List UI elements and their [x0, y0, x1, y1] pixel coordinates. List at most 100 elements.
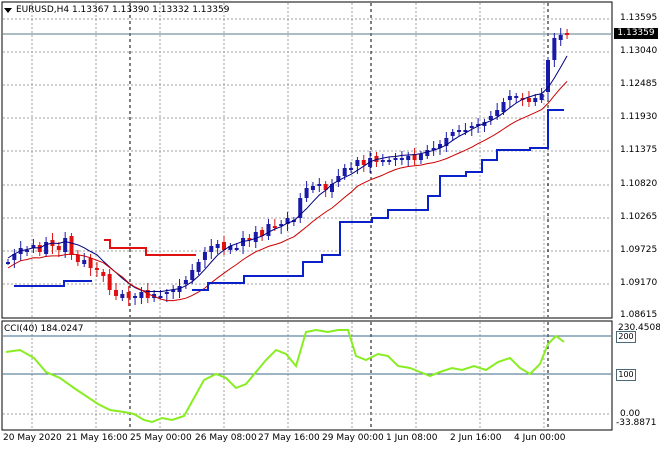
candle-body: [482, 122, 487, 126]
candle-body: [406, 156, 411, 160]
candle-body: [317, 184, 322, 186]
candle-body: [507, 96, 512, 100]
candle-body: [444, 138, 449, 146]
candle-body: [107, 274, 112, 290]
ma-fast-line: [7, 55, 568, 293]
candle-body: [158, 296, 163, 298]
candle-body: [342, 168, 347, 176]
price-axis-label: 1.11375: [620, 145, 658, 155]
cci-zero-label: 0.00: [620, 409, 641, 419]
time-axis-label: 20 May 2020: [3, 433, 62, 443]
candle-body: [488, 116, 493, 120]
time-axis-label: 26 May 08:00: [195, 433, 257, 443]
candle-body: [361, 160, 366, 165]
price-axis-label: 1.08615: [620, 310, 658, 320]
time-axis-label: 25 May 00:00: [130, 433, 192, 443]
candle-body: [368, 158, 373, 167]
cci-line: [5, 328, 565, 424]
candle-body: [552, 38, 557, 60]
candle-body: [183, 280, 188, 284]
candle-body: [501, 102, 506, 112]
candle-body: [438, 144, 442, 148]
time-axis-label: 29 May 00:00: [322, 433, 384, 443]
price-axis-label: 1.13040: [620, 46, 658, 56]
trailing-stop-down-line: [104, 239, 196, 256]
chart-title[interactable]: EURUSD,H4 1.13367 1.13390 1.13332 1.1335…: [4, 4, 229, 16]
candle-body: [139, 292, 144, 298]
candle-body: [526, 98, 531, 102]
time-axis-label: 2 Jun 16:00: [450, 433, 502, 443]
candle-body: [546, 60, 550, 92]
price-axis-label: 1.12485: [620, 79, 658, 89]
candle-body: [190, 270, 195, 280]
candle-body: [126, 292, 131, 298]
candle-body: [393, 158, 398, 160]
candle-body: [431, 148, 436, 150]
cci-max-label: 230.4508: [618, 323, 660, 333]
candle-body: [399, 158, 404, 160]
candle-body: [304, 188, 309, 198]
candle-body: [215, 244, 220, 248]
candle-body: [101, 272, 106, 276]
candle-body: [279, 224, 284, 226]
ma-slow-line: [7, 80, 568, 302]
candle-body: [247, 238, 252, 240]
candle-body: [266, 224, 271, 236]
candle-body: [56, 246, 61, 250]
candle-body: [69, 236, 74, 255]
candle-body: [88, 258, 93, 268]
candle-body: [44, 242, 49, 254]
candle-body: [450, 132, 455, 136]
dropdown-arrow-icon[interactable]: [4, 7, 12, 13]
candle-body: [82, 260, 87, 264]
candle-body: [234, 248, 239, 250]
price-axis-label: 1.13595: [620, 13, 658, 23]
candle-body: [228, 246, 233, 250]
time-axis-label: 27 May 16:00: [258, 433, 320, 443]
candle-body: [25, 250, 30, 252]
candle-body: [133, 296, 138, 298]
candle-body: [539, 94, 544, 100]
price-axis-label: 1.10265: [620, 212, 658, 222]
candle-body: [469, 126, 474, 128]
candle-body: [463, 130, 468, 132]
candle-body: [495, 110, 500, 116]
trailing-stop-up-line: [192, 109, 564, 291]
candle-body: [12, 254, 17, 260]
candle-body: [558, 35, 563, 40]
candle-body: [196, 262, 201, 272]
cci-min-label: -33.8871: [616, 418, 657, 428]
time-axis-label: 21 May 16:00: [66, 433, 128, 443]
price-axis-label: 1.10820: [620, 179, 658, 189]
time-axis-label: 4 Jun 00:00: [514, 433, 566, 443]
candle-body: [272, 226, 277, 228]
cci-level-100-tag: 100: [616, 369, 636, 381]
candle-body: [457, 130, 462, 132]
candle-body: [241, 238, 246, 246]
candle-body: [418, 154, 423, 160]
candle-body: [336, 176, 341, 182]
candle-body: [253, 232, 258, 242]
candle-body: [260, 230, 265, 236]
candle-body: [75, 255, 80, 262]
candle-body: [120, 294, 125, 298]
candle-body: [31, 245, 36, 248]
symbol-quote: EURUSD,H4 1.13367 1.13390 1.13332 1.1335…: [16, 5, 230, 15]
candle-body: [285, 218, 290, 224]
candle-body: [412, 154, 417, 160]
cci-title: CCI(40) 184.0247: [4, 324, 84, 334]
candle-body: [298, 198, 303, 218]
candle-body: [349, 168, 354, 170]
candle-body: [533, 98, 538, 102]
candle-body: [202, 252, 207, 260]
candle-body: [514, 96, 519, 98]
candle-body: [94, 268, 99, 270]
candle-body: [209, 246, 214, 252]
candle-body: [425, 150, 430, 156]
time-axis-label: 1 Jun 08:00: [386, 433, 438, 443]
candle-body: [380, 160, 385, 162]
price-axis-label: 1.11930: [620, 112, 658, 122]
price-axis-label: 1.09725: [620, 245, 658, 255]
candle-body: [565, 33, 570, 35]
